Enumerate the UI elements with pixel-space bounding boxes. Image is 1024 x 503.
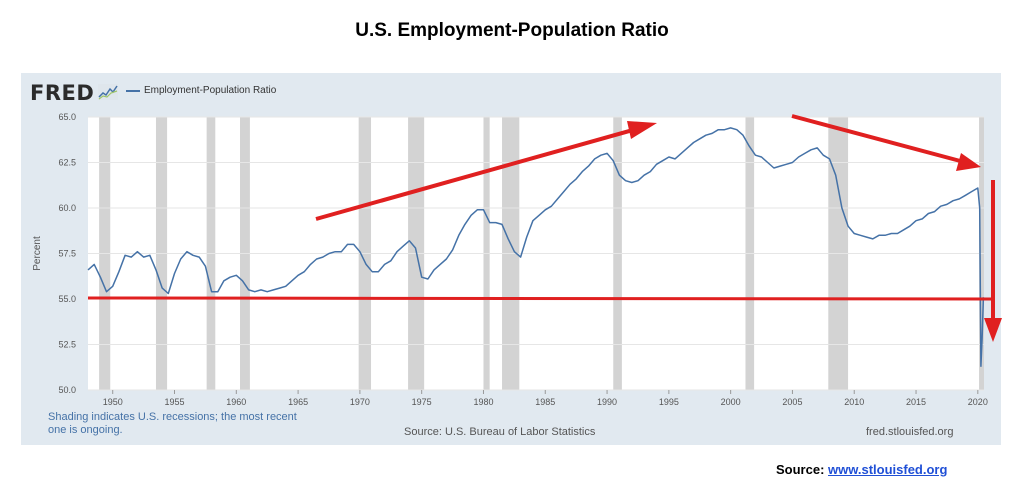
x-tick-label: 2005 <box>782 397 802 407</box>
x-tick-label: 1950 <box>103 397 123 407</box>
x-tick-label: 2000 <box>721 397 741 407</box>
fred-logo: FRED <box>30 81 95 105</box>
y-tick-label: 55.0 <box>58 294 76 304</box>
x-tick-label: 1980 <box>473 397 493 407</box>
x-tick-label: 1990 <box>597 397 617 407</box>
x-tick-label: 2015 <box>906 397 926 407</box>
fred-url: fred.stlouisfed.org <box>866 426 954 438</box>
y-tick-label: 62.5 <box>58 158 76 168</box>
page-source: Source: www.stlouisfed.org <box>776 462 947 477</box>
page-title: U.S. Employment-Population Ratio <box>355 20 669 41</box>
rising-trend-arrowhead <box>627 121 657 139</box>
chart-legend: Employment-Population Ratio <box>126 85 276 96</box>
falling-trend-arrowhead <box>956 153 981 171</box>
y-tick-label: 65.0 <box>58 112 76 122</box>
y-tick-label: 52.5 <box>58 340 76 350</box>
x-tick-label: 1970 <box>350 397 370 407</box>
x-tick-label: 2020 <box>968 397 988 407</box>
rising-trend-arrow <box>315 126 641 221</box>
x-tick-label: 1985 <box>535 397 555 407</box>
x-tick-label: 1965 <box>288 397 308 407</box>
recession-shading-note: Shading indicates U.S. recessions; the m… <box>48 411 297 436</box>
source-link[interactable]: www.stlouisfed.org <box>828 462 948 477</box>
y-tick-label: 60.0 <box>58 203 76 213</box>
legend-swatch <box>126 89 140 92</box>
y-axis-label: Percent <box>32 236 43 271</box>
x-tick-label: 1995 <box>659 397 679 407</box>
y-tick-label: 50.0 <box>58 385 76 395</box>
x-tick-label: 1955 <box>164 397 184 407</box>
page-source-label: Source: <box>776 462 829 477</box>
data-source: Source: U.S. Bureau of Labor Statistics <box>404 426 596 438</box>
trend-line-55 <box>87 296 995 301</box>
sparkline-icon <box>98 84 118 100</box>
x-tick-label: 1960 <box>226 397 246 407</box>
y-tick-label: 57.5 <box>58 249 76 259</box>
legend-label: Employment-Population Ratio <box>144 85 277 96</box>
x-tick-label: 1975 <box>412 397 432 407</box>
x-tick-label: 2010 <box>844 397 864 407</box>
falling-trend-arrow <box>791 114 965 164</box>
series-line <box>87 127 985 368</box>
drop-arrowhead <box>984 318 1002 342</box>
